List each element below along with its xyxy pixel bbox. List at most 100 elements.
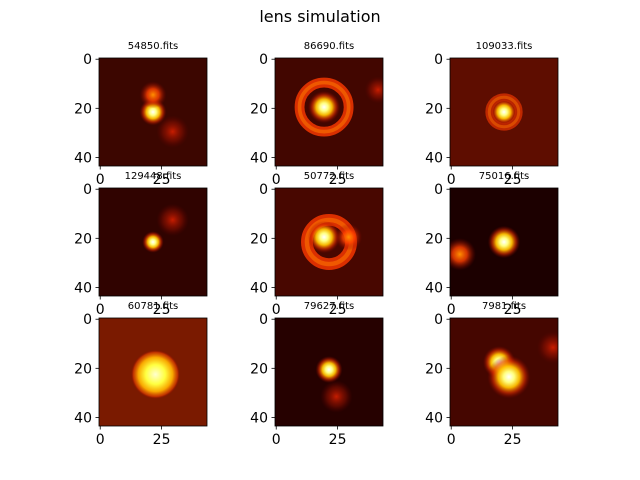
x-tick-label: 25 [153,302,171,318]
x-tick-label: 25 [504,172,522,188]
panel-image [315,356,353,413]
y-tick-label: 0 [83,182,92,198]
y-tick-label: 20 [250,231,268,247]
y-tick-label: 0 [259,182,268,198]
panel-frame [449,317,559,427]
light-source [487,225,521,259]
y-tick-label: 0 [83,312,92,328]
y-tick-label: 20 [425,361,443,377]
light-source [364,76,383,104]
y-tick-label: 20 [74,231,92,247]
y-tick-label: 40 [74,410,92,426]
light-source [490,98,518,126]
y-tick-label: 20 [74,101,92,117]
panel-image [482,331,558,399]
panel-title: 50772.fits [304,171,354,182]
y-tick-label: 0 [259,52,268,68]
light-source [450,238,477,271]
panel-image [139,81,189,148]
panel-frame [274,187,384,297]
panel-title: 54850.fits [128,41,178,52]
x-tick-label: 25 [329,172,347,188]
x-tick-label: 25 [504,302,522,318]
y-tick-label: 20 [74,361,92,377]
y-tick-label: 40 [250,280,268,296]
x-tick-label: 0 [96,302,105,318]
x-tick-label: 0 [272,172,281,188]
x-tick-label: 0 [447,172,456,188]
y-tick-label: 0 [83,52,92,68]
x-tick-label: 25 [153,172,171,188]
panel-frame [98,317,208,427]
x-tick-label: 25 [329,302,347,318]
panel-title: 79627.fits [304,301,354,312]
panel-frame [274,57,384,167]
panel-image [450,225,521,271]
light-source [536,331,558,364]
light-source [156,203,189,237]
light-source [320,380,353,413]
y-tick-label: 40 [425,280,443,296]
light-source [315,356,343,384]
y-tick-label: 20 [425,231,443,247]
x-tick-label: 0 [447,432,456,448]
y-tick-label: 40 [74,150,92,166]
y-tick-label: 0 [434,182,443,198]
y-tick-label: 0 [259,312,268,328]
panel-image [294,76,383,137]
light-source [307,220,341,254]
figure-title: lens simulation [259,7,380,26]
x-tick-label: 0 [272,432,281,448]
panel-frame [274,317,384,427]
panel-image [130,349,180,400]
panel-title: 60781.fits [128,301,178,312]
einstein-ring-core [487,95,521,129]
x-tick-label: 25 [504,432,522,448]
panel-title: 7981.fits [482,301,526,312]
y-tick-label: 40 [425,410,443,426]
y-tick-label: 20 [425,101,443,117]
light-source [130,349,180,400]
x-tick-label: 0 [272,302,281,318]
x-tick-label: 0 [447,302,456,318]
panel-frame [449,57,559,167]
panel-image [301,214,363,270]
panel-frame [98,187,208,297]
y-tick-label: 0 [434,52,443,68]
einstein-ring [485,93,523,131]
light-source [156,115,189,148]
panel-title: 129448.fits [125,171,182,182]
panel-image [485,93,523,131]
panel-image [142,203,189,253]
y-tick-label: 40 [74,280,92,296]
x-tick-label: 0 [96,432,105,448]
y-tick-label: 40 [250,410,268,426]
y-tick-label: 0 [434,312,443,328]
x-tick-label: 0 [96,172,105,188]
light-source [307,90,341,124]
y-tick-label: 20 [250,101,268,117]
einstein-ring-core [297,80,351,134]
y-tick-label: 40 [425,150,443,166]
light-source [139,81,167,109]
panel-title: 109033.fits [476,41,533,52]
light-source [487,355,531,399]
panel-title: 86690.fits [304,41,354,52]
panel-title: 75016.fits [479,171,529,182]
x-tick-label: 25 [153,432,171,448]
light-source [335,223,363,251]
light-source [142,231,164,253]
y-tick-label: 40 [250,150,268,166]
y-tick-label: 20 [250,361,268,377]
